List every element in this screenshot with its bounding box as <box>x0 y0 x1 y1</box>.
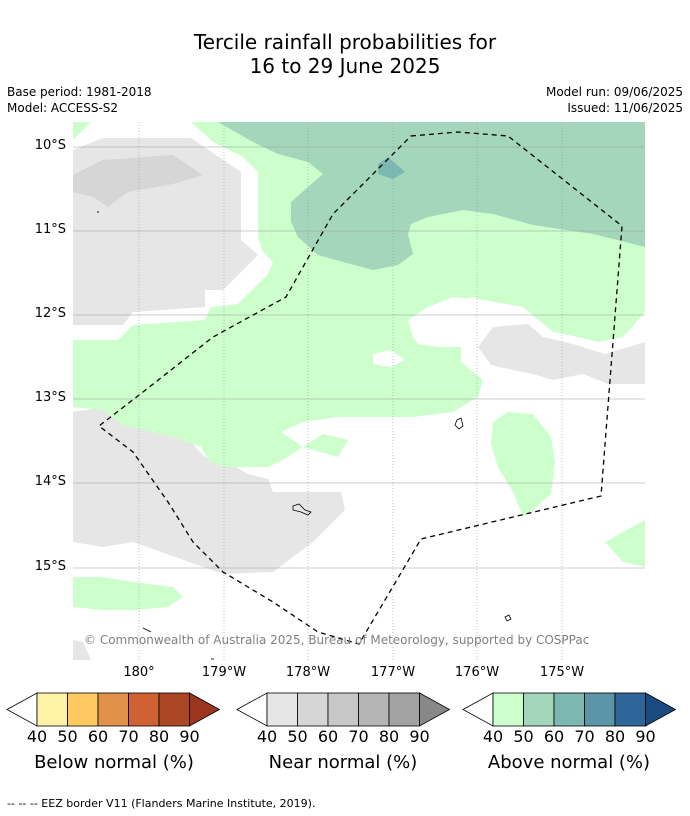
map-panel: © Commonwealth of Australia 2025, Bureau… <box>73 122 645 660</box>
lat-label-12s: 12°S <box>34 306 66 321</box>
legend-above-left-arrow <box>462 692 494 727</box>
legend-below-left-arrow <box>6 692 38 727</box>
legend-near-right-arrow <box>419 692 451 727</box>
legend-above-number-40: 40 <box>482 727 504 746</box>
legend-below-segment-0 <box>36 692 68 727</box>
lat-label-10s: 10°S <box>34 138 66 153</box>
legend-below-number-50: 50 <box>57 727 78 746</box>
legend-title-below: Below normal (%) <box>34 752 194 773</box>
lon-label-175w: 175°W <box>539 665 585 680</box>
legend-near-segment-4 <box>388 692 420 727</box>
title-line-1: Tercile rainfall probabilities for <box>193 30 497 54</box>
lon-label-179w: 179°W <box>201 665 247 680</box>
title-line-2: 16 to 29 June 2025 <box>249 54 441 78</box>
island-1 <box>454 417 464 430</box>
above-normal-region-ne-white-gap <box>418 297 493 340</box>
copyright-text: © Commonwealth of Australia 2025, Bureau… <box>84 633 590 647</box>
near-normal-region-nw-inner <box>73 155 203 207</box>
legend-below-number-70: 70 <box>118 727 139 746</box>
legend-above-right-arrow <box>645 692 677 727</box>
legend-below-number-60: 60 <box>87 727 109 746</box>
island-2 <box>292 503 312 516</box>
legend-above-segment-3 <box>584 692 616 727</box>
island-3 <box>504 614 512 622</box>
near-normal-region-s <box>73 640 91 660</box>
meta-left: Base period: 1981-2018 Model: ACCESS-S2 <box>7 84 152 116</box>
issued-text: Issued: 11/06/2025 <box>567 101 683 115</box>
legend-below-number-80: 80 <box>148 727 170 746</box>
lon-label-178w: 178°W <box>285 665 331 680</box>
legend-near-segment-3 <box>358 692 390 727</box>
above-normal-region-se-patch <box>605 520 645 567</box>
legend-below-segment-4 <box>158 692 190 727</box>
lat-label-15s: 15°S <box>34 559 66 574</box>
map-title: Tercile rainfall probabilities for 16 to… <box>0 30 690 78</box>
legend-above-segment-0 <box>492 692 524 727</box>
legend-below-segment-3 <box>128 692 160 727</box>
legend-below-segment-1 <box>67 692 99 727</box>
eez-border <box>97 131 623 645</box>
legend-near-number-50: 50 <box>287 727 308 746</box>
grid-lines <box>73 122 645 660</box>
legend-near-number-60: 60 <box>317 727 339 746</box>
island-6 <box>97 211 99 213</box>
legend-near-segment-1 <box>297 692 329 727</box>
lon-label-176w: 176°W <box>454 665 500 680</box>
meta-right: Model run: 09/06/2025 Issued: 11/06/2025 <box>546 84 683 116</box>
legend-below-right-arrow <box>189 692 221 727</box>
above-normal-region-east-patch <box>491 412 555 517</box>
legend-near-number-90: 90 <box>409 727 430 746</box>
above-normal-region-sw-patch <box>73 577 183 610</box>
legend-above-number-80: 80 <box>604 727 626 746</box>
above-normal-region-white-spot <box>373 350 405 367</box>
legend-near-number-80: 80 <box>378 727 400 746</box>
legend-above-segment-1 <box>523 692 555 727</box>
near-normal-region-east <box>478 324 645 384</box>
above-normal-50-band <box>218 122 645 270</box>
legend-below-number-40: 40 <box>26 727 48 746</box>
lat-label-13s: 13°S <box>34 390 66 405</box>
island-4 <box>142 627 152 633</box>
lat-label-11s: 11°S <box>34 222 66 237</box>
legend-title-above: Above normal (%) <box>487 752 651 773</box>
legend-near-left-arrow <box>236 692 268 727</box>
legend-above-number-90: 90 <box>635 727 656 746</box>
legend-near-segment-2 <box>327 692 359 727</box>
lon-label-177w: 177°W <box>370 665 416 680</box>
base-period-text: Base period: 1981-2018 <box>7 85 152 99</box>
legend-below-segment-2 <box>97 692 129 727</box>
legend-near-number-70: 70 <box>348 727 369 746</box>
lat-label-14s: 14°S <box>34 474 66 489</box>
above-normal-region-nw-corner <box>73 122 91 140</box>
lon-label-180: 180° <box>123 665 155 680</box>
map-svg <box>73 122 645 660</box>
legend-above-segment-4 <box>614 692 646 727</box>
legend-near-number-40: 40 <box>256 727 278 746</box>
legend-above-number-60: 60 <box>543 727 565 746</box>
legend-above-number-50: 50 <box>513 727 534 746</box>
legend-below-number-90: 90 <box>179 727 200 746</box>
legend-above-segment-2 <box>553 692 585 727</box>
legend-colorbars <box>6 692 677 727</box>
near-normal-region-sw <box>73 407 345 574</box>
eez-footnote: -- -- -- EEZ border V11 (Flanders Marine… <box>7 797 316 810</box>
legend-above-number-70: 70 <box>574 727 595 746</box>
above-normal-60-spot <box>378 157 405 179</box>
legend-near-segment-0 <box>266 692 298 727</box>
model-run-text: Model run: 09/06/2025 <box>545 85 683 99</box>
model-text: Model: ACCESS-S2 <box>7 101 119 115</box>
legend-title-near: Near normal (%) <box>268 752 418 773</box>
